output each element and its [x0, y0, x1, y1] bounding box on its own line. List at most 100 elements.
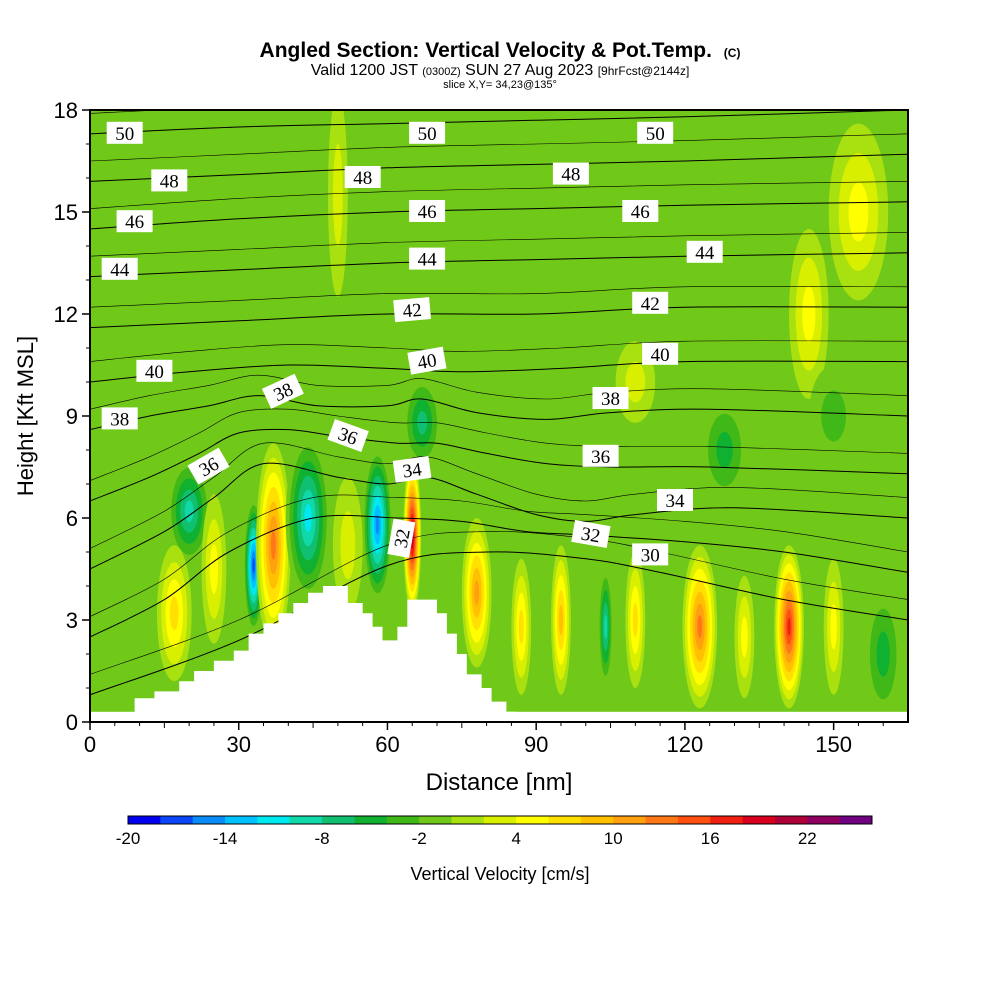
colorbar-swatch: [192, 816, 226, 824]
contour-label-box: [552, 162, 589, 185]
contour-label-30: 30: [632, 543, 669, 566]
contour-label-text: 40: [145, 362, 164, 383]
y-tick-label: 9: [66, 404, 78, 429]
contour-label-44: 44: [101, 257, 138, 281]
colorbar-swatch: [742, 816, 776, 824]
contour-label-box: [261, 373, 304, 409]
colorbar-swatch: [613, 816, 646, 824]
velocity-cell: [789, 229, 829, 399]
velocity-cell: [256, 443, 291, 648]
contour-label-box: [101, 407, 138, 430]
plot-area: 30 32 34 36 38 40 42 44 46 48 50 50 50 48 48 46 46 44 44 42…: [89, 109, 909, 723]
contour-label-48: 48: [151, 169, 188, 192]
velocity-cell: [285, 433, 331, 603]
velocity-cell: [362, 446, 393, 603]
contour-label-text: 48: [561, 165, 580, 186]
contour-label-box: [407, 346, 447, 375]
contour-label-text: 50: [115, 124, 134, 145]
theta-contour-46: [90, 201, 908, 230]
contour-label-text: 50: [646, 124, 665, 145]
colorbar-tick-label: -14: [213, 829, 238, 848]
contour-label-text: 32: [579, 524, 601, 548]
velocity-cell-band: [518, 609, 524, 644]
colorbar-tick-label: 4: [511, 829, 520, 848]
colorbar-swatch: [677, 816, 711, 824]
velocity-cell-band: [209, 544, 219, 594]
contour-label-box: [393, 297, 432, 323]
contour-label-text: 42: [402, 300, 423, 323]
colorbar-tick-label: -20: [116, 829, 141, 848]
contour-label-text: 46: [631, 202, 650, 223]
contour-label-40: 40: [407, 346, 447, 375]
contour-label-text: 32: [391, 527, 415, 549]
velocity-cell-band: [109, 195, 170, 365]
y-tick-label: 15: [54, 200, 78, 225]
velocity-cell: [461, 518, 492, 668]
velocity-cell-band: [332, 144, 343, 246]
velocity-cell-band: [556, 144, 596, 348]
subtitle-utc: (0300Z): [422, 66, 461, 78]
contour-label-text: 44: [418, 250, 438, 271]
theta-contour-48: [90, 153, 908, 182]
colorbar-swatch: [839, 816, 873, 824]
velocity-cell-band: [375, 515, 380, 535]
theta-contour-minor: [90, 181, 908, 209]
y-tick-label: 0: [66, 710, 78, 735]
velocity-cell-band: [830, 604, 837, 650]
x-tick-label: 60: [375, 732, 399, 757]
contour-label-text: 34: [666, 491, 686, 512]
contour-label-box: [622, 200, 659, 222]
colorbar-swatch: [419, 816, 452, 824]
contour-label-48: 48: [552, 162, 589, 186]
velocity-cell: [511, 558, 532, 695]
velocity-cell-band: [697, 615, 703, 639]
velocity-cell: [109, 195, 170, 365]
contour-label-box: [632, 543, 669, 566]
chart-subtitle: Valid 1200 JST (0300Z) SUN 27 Aug 2023 […: [311, 62, 690, 79]
velocity-cell: [201, 494, 227, 644]
velocity-cell-band: [270, 530, 276, 560]
velocity-cell: [598, 565, 614, 688]
velocity-cell-band: [716, 431, 733, 469]
contour-label-text: 44: [110, 260, 130, 281]
contour-label-text: 48: [160, 171, 179, 192]
contour-label-40: 40: [136, 359, 173, 383]
terrain-shape: [134, 586, 517, 722]
contour-label-50: 50: [106, 121, 143, 145]
velocity-cell: [625, 552, 646, 688]
colorbar-swatch: [225, 816, 258, 824]
velocity-field: [109, 110, 904, 722]
theta-contour-36: [90, 428, 908, 502]
contour-label-42: 42: [632, 291, 669, 315]
contour-label-40: 40: [642, 342, 679, 366]
chart-title-mark: (C): [724, 46, 741, 60]
contour-label-box: [344, 166, 381, 188]
contour-label-text: 38: [601, 389, 620, 410]
contour-label-box: [571, 520, 611, 548]
contour-label-text: 40: [651, 345, 670, 366]
velocity-cell: [808, 365, 859, 467]
x-tick-label: 150: [815, 732, 852, 757]
theta-contour-32: [90, 514, 908, 638]
contour-label-text: 36: [591, 447, 610, 468]
x-tick-label: 90: [524, 732, 548, 757]
colorbar-label: Vertical Velocity [cm/s]: [410, 864, 589, 884]
contour-label-text: 34: [401, 459, 423, 483]
theta-contours: [90, 110, 908, 696]
ground-strip: [90, 711, 908, 722]
x-tick-label: 30: [226, 732, 250, 757]
velocity-cell-band: [632, 603, 638, 637]
contour-label-box: [657, 489, 693, 511]
colorbar-swatch: [451, 816, 485, 824]
subtitle-valid: Valid 1200 JST: [311, 62, 419, 79]
colorbar-swatch: [483, 816, 517, 824]
colorbar-tick-label: 16: [701, 829, 720, 848]
theta-contour-minor: [90, 286, 908, 308]
colorbar-swatch: [548, 816, 582, 824]
colorbar-swatch: [386, 816, 420, 824]
colorbar-swatch: [128, 816, 161, 824]
slice-label: slice X,Y= 34,23@135°: [443, 79, 557, 91]
colorbar-tick-label: 10: [604, 829, 623, 848]
contour-label-32: 32: [387, 518, 416, 558]
